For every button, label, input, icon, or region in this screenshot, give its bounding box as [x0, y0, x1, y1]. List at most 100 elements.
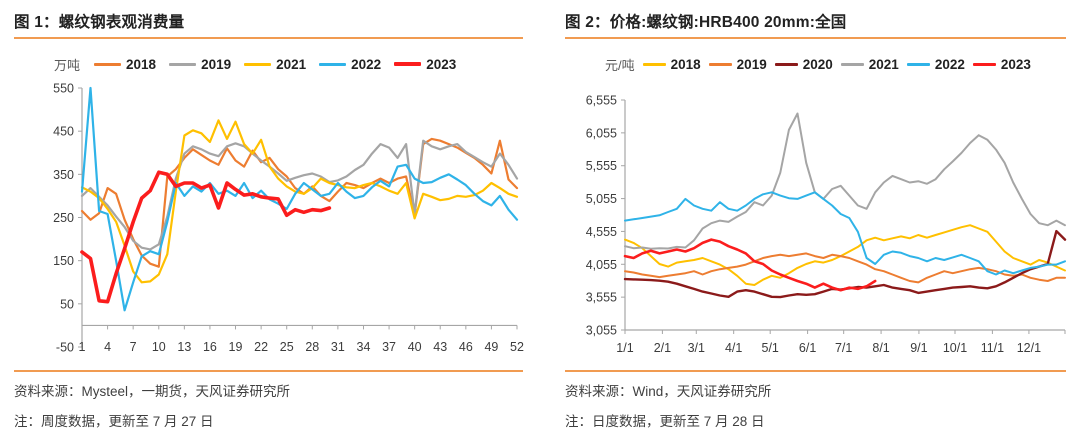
- legend-swatch-2023: [972, 62, 996, 66]
- y-tick-label: 5,555: [586, 159, 617, 173]
- legend-item-2019: 2019: [169, 57, 231, 72]
- legend-label-2023: 2023: [1000, 56, 1031, 72]
- x-tick-label: 40: [408, 340, 422, 354]
- x-tick-label: 49: [484, 340, 498, 354]
- x-tick-label: 28: [305, 340, 319, 354]
- x-tick-label: 11/1: [981, 341, 1004, 355]
- y-tick-label: 3,055: [586, 324, 617, 338]
- legend-item-2021: 2021: [840, 56, 899, 72]
- legend-swatch-2018: [642, 62, 666, 66]
- series-line-2020: [623, 229, 1067, 299]
- panel-consumption: 图 1：螺纹钢表观消费量 万吨 2018 2019 2021 2022 2023 550…: [14, 14, 534, 429]
- legend-item-2023: 2023: [394, 57, 456, 72]
- legend-swatch-2021: [840, 62, 864, 66]
- legend-label-2019: 2019: [736, 56, 767, 72]
- x-tick-label: 1: [79, 340, 86, 354]
- y-tick-label: 250: [53, 211, 74, 225]
- figure1-bottom-rule: [14, 370, 523, 372]
- legend-label-2018: 2018: [126, 56, 157, 72]
- legend-label-2019: 2019: [201, 56, 232, 72]
- y-tick-label: 50: [60, 297, 74, 311]
- x-tick-label: 7: [130, 340, 137, 354]
- legend-label-2018: 2018: [670, 56, 701, 72]
- legend-swatch-2019: [708, 62, 732, 66]
- legend-item-2018: 2018: [642, 56, 701, 72]
- y-tick-label: 350: [53, 168, 74, 182]
- y-tick-label: -50: [56, 341, 74, 355]
- figure1-legend-row: 万吨 2018 2019 2021 2022 2023: [54, 56, 534, 73]
- series-line-2021: [80, 119, 519, 284]
- figure1-legend: 2018 2019 2021 2022 2023: [94, 57, 456, 72]
- series-line-2022: [624, 191, 1066, 276]
- legend-label-2021: 2021: [276, 56, 307, 72]
- x-tick-label: 22: [254, 340, 268, 354]
- y-tick-label: 5,055: [586, 192, 617, 206]
- series-line-2018: [624, 224, 1066, 286]
- series-line-2018: [80, 137, 519, 268]
- legend-swatch-2022: [906, 62, 930, 66]
- y-tick-label: 4,055: [586, 258, 617, 272]
- x-tick-label: 6/1: [799, 341, 816, 355]
- x-tick-label: 31: [331, 340, 345, 354]
- apparent-consumption-chart: 550 450 350 250 150 50 -50 1 4 7 10 13 16 19 22 25 28 31 3…: [53, 82, 524, 355]
- x-tick-label: 4: [104, 340, 111, 354]
- x-tick-label: 3/1: [688, 341, 705, 355]
- legend-label-2020: 2020: [802, 56, 833, 72]
- series-line-2019: [624, 252, 1066, 284]
- legend-item-2018: 2018: [94, 57, 156, 72]
- rebar-price-chart: 6,555 6,055 5,555 5,055 4,555 4,055 3,555 3,055…: [586, 94, 1067, 355]
- x-tick-label: 13: [177, 340, 191, 354]
- x-tick-label: 4/1: [725, 341, 742, 355]
- x-tick-label: 2/1: [654, 341, 671, 355]
- series-line-2019: [80, 139, 519, 251]
- x-tick-label: 7/1: [835, 341, 852, 355]
- x-tick-label: 34: [357, 340, 371, 354]
- x-tick-label: 10: [152, 340, 166, 354]
- legend-swatch-2022: [319, 62, 347, 66]
- x-tick-label: 25: [280, 340, 294, 354]
- figure1-title-rule: [14, 37, 523, 39]
- x-tick-label: 12/1: [1017, 341, 1041, 355]
- y-tick-label: 4,555: [586, 225, 617, 239]
- y-tick-label: 6,555: [586, 94, 617, 108]
- legend-label-2022: 2022: [934, 56, 965, 72]
- x-tick-label: 16: [203, 340, 217, 354]
- figure2-legend-row: 元/吨 2018 2019 2020 2021 2022 2023: [605, 56, 1074, 73]
- legend-item-2021: 2021: [244, 57, 306, 72]
- x-tick-label: 37: [382, 340, 396, 354]
- x-tick-label: 5/1: [762, 341, 779, 355]
- legend-label-2021: 2021: [868, 56, 899, 72]
- figure1-source: 资料来源：Mysteel，一期货，天风证券研究所: [14, 384, 291, 399]
- figure2-y-unit-label: 元/吨: [605, 57, 635, 73]
- figure2-note: 注：日度数据，更新至 7 月 28 日: [565, 414, 765, 429]
- figure1-note: 注：周度数据，更新至 7 月 27 日: [14, 414, 214, 429]
- y-tick-label: 6,055: [586, 126, 617, 140]
- legend-swatch-2019: [169, 62, 197, 66]
- figure2-bottom-rule: [565, 370, 1066, 372]
- legend-swatch-2020: [774, 62, 798, 66]
- legend-label-2023: 2023: [426, 56, 457, 72]
- legend-item-2022: 2022: [319, 57, 381, 72]
- x-tick-label: 19: [229, 340, 243, 354]
- legend-swatch-2023: [394, 62, 422, 66]
- y-tick-label: 150: [53, 254, 74, 268]
- x-tick-label: 43: [433, 340, 447, 354]
- x-tick-label: 10/1: [943, 341, 967, 355]
- figure1-title: 图 1：螺纹钢表观消费量: [14, 14, 185, 31]
- x-tick-label: 1/1: [616, 341, 633, 355]
- legend-item-2023: 2023: [972, 56, 1031, 72]
- series-line-2022: [80, 86, 519, 312]
- series-line-2023: [80, 170, 332, 304]
- legend-item-2020: 2020: [774, 56, 833, 72]
- figure2-legend: 2018 2019 2020 2021 2022 2023: [642, 56, 1031, 72]
- y-tick-label: 550: [53, 82, 74, 96]
- legend-swatch-2018: [94, 62, 122, 66]
- figure1-y-unit-label: 万吨: [54, 57, 81, 73]
- legend-item-2022: 2022: [906, 56, 965, 72]
- x-tick-label: 9/1: [910, 341, 927, 355]
- x-tick-label: 52: [510, 340, 524, 354]
- figure2-title: 图 2：价格:螺纹钢:HRB400 20mm:全国: [565, 14, 847, 31]
- figure2-title-rule: [565, 37, 1066, 39]
- series-line-2021: [624, 112, 1066, 250]
